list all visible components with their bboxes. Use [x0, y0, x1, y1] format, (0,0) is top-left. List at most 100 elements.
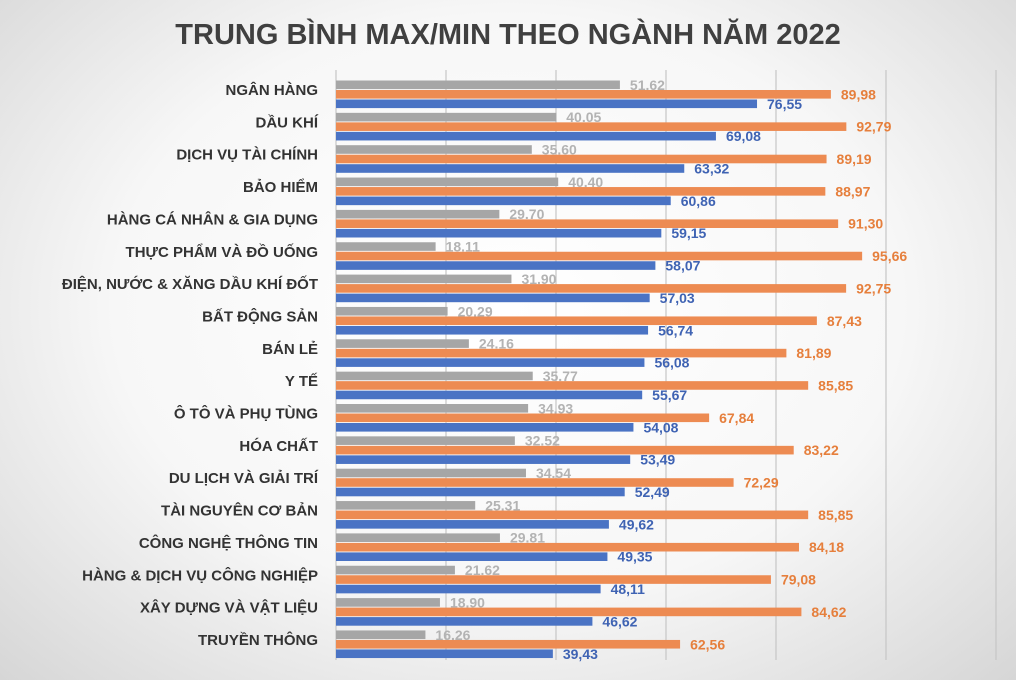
- data-label: 35.77: [543, 368, 578, 384]
- data-label: 67,84: [719, 410, 754, 426]
- data-label: 29.70: [509, 206, 544, 222]
- bar: [336, 242, 436, 251]
- data-label: 57,03: [660, 290, 695, 306]
- data-label: 39,43: [563, 646, 598, 662]
- category-label: DẦU KHÍ: [256, 114, 319, 131]
- data-label: 20.29: [458, 303, 493, 319]
- data-label: 34.93: [538, 400, 573, 416]
- bar: [336, 423, 634, 432]
- data-label: 24.16: [479, 336, 514, 352]
- bar: [336, 177, 559, 187]
- bar: [336, 131, 716, 141]
- bar: [336, 404, 529, 413]
- bar: [336, 552, 608, 561]
- category-label: THỰC PHẨM VÀ ĐỒ UỐNG: [126, 243, 318, 261]
- bar: [336, 436, 515, 445]
- data-label: 34.54: [536, 465, 571, 481]
- data-label: 60,86: [681, 193, 716, 209]
- data-label: 40.05: [566, 109, 601, 125]
- category-label: NGÂN HÀNG: [226, 81, 319, 99]
- data-label: 84,62: [811, 604, 846, 620]
- data-labels: 51.62 89,98 76,55 40.05 92,79 69,08 35.60 89,19…: [435, 77, 907, 662]
- bar: [336, 187, 826, 196]
- category-label: Y TẾ: [285, 373, 318, 390]
- data-label: 25.31: [485, 497, 520, 513]
- data-label: 52,49: [635, 484, 670, 500]
- bar: [336, 390, 643, 400]
- bar: [336, 325, 649, 335]
- bar: [336, 630, 426, 640]
- bar: [336, 542, 799, 552]
- bar: [336, 99, 758, 109]
- data-label: 88,97: [835, 183, 870, 199]
- data-label: 59,15: [671, 225, 706, 241]
- bar: [336, 358, 645, 367]
- data-label: 55,67: [652, 387, 687, 403]
- bar: [336, 533, 500, 542]
- data-label: 72,29: [744, 475, 779, 491]
- bar: [336, 478, 734, 487]
- data-label: 81,89: [796, 345, 831, 361]
- bar: [336, 339, 469, 348]
- data-label: 83,22: [804, 442, 839, 458]
- bar: [336, 154, 827, 164]
- chart-title: TRUNG BÌNH MAX/MIN THEO NGÀNH NĂM 2022: [175, 17, 840, 51]
- category-label: HÀNG & DỊCH VỤ CÔNG NGHIỆP: [82, 566, 318, 584]
- data-label: 56,74: [658, 322, 693, 338]
- category-label: ĐIỆN, NƯỚC & XĂNG DẦU KHÍ ĐỐT: [62, 275, 318, 293]
- bar: [336, 251, 863, 261]
- category-label: TRUYỀN THÔNG: [198, 631, 318, 649]
- bar: [336, 598, 440, 607]
- bar: [336, 261, 656, 270]
- data-label: 69,08: [726, 128, 761, 144]
- bar: [336, 274, 512, 284]
- bar: [336, 445, 794, 455]
- data-label: 95,66: [872, 248, 907, 264]
- bar: [336, 293, 650, 303]
- data-label: 18.11: [446, 239, 480, 255]
- bar: [336, 520, 609, 529]
- bar: [336, 455, 631, 464]
- category-label: BÁN LẺ: [262, 341, 318, 358]
- data-label: 56,08: [654, 355, 689, 371]
- bar: [336, 381, 809, 390]
- data-label: 79,08: [781, 572, 816, 588]
- bar: [336, 565, 455, 575]
- bar: [336, 649, 553, 659]
- bar: [336, 468, 526, 478]
- category-label: HÀNG CÁ NHÂN & GIA DỤNG: [107, 210, 318, 228]
- category-label: CÔNG NGHỆ THÔNG TIN: [139, 534, 318, 552]
- bar: [336, 122, 847, 131]
- bar: [336, 487, 625, 497]
- data-label: 31.90: [521, 271, 556, 287]
- category-label: HÓA CHẤT: [239, 437, 318, 455]
- bar: [336, 371, 533, 381]
- data-label: 92,79: [856, 119, 891, 135]
- data-label: 40.40: [568, 174, 603, 190]
- data-label: 54,08: [643, 419, 678, 435]
- data-label: 49,62: [619, 516, 654, 532]
- bars: [336, 80, 863, 659]
- bar: [336, 617, 593, 626]
- data-label: 48,11: [611, 581, 645, 597]
- data-label: 91,30: [848, 216, 883, 232]
- category-label: DỊCH VỤ TÀI CHÍNH: [176, 147, 318, 164]
- data-label: 76,55: [767, 96, 802, 112]
- bar: [336, 112, 557, 122]
- bar: [336, 284, 847, 293]
- bar: [336, 306, 448, 316]
- category-label: XÂY DỰNG VÀ VẬT LIỆU: [140, 599, 318, 617]
- data-label: 53,49: [640, 452, 675, 468]
- bar: [336, 209, 500, 219]
- bar: [336, 90, 831, 99]
- data-label: 16.26: [435, 627, 470, 643]
- data-label: 87,43: [827, 313, 862, 329]
- category-label: Ô TÔ VÀ PHỤ TÙNG: [174, 405, 318, 423]
- bar: [336, 145, 532, 154]
- data-label: 63,32: [694, 161, 729, 177]
- data-label: 46,62: [602, 613, 637, 629]
- bar: [336, 639, 681, 649]
- category-labels: NGÂN HÀNG DẦU KHÍ DỊCH VỤ TÀI CHÍNH BẢO HIỂ…: [62, 81, 319, 649]
- bar: [336, 413, 710, 423]
